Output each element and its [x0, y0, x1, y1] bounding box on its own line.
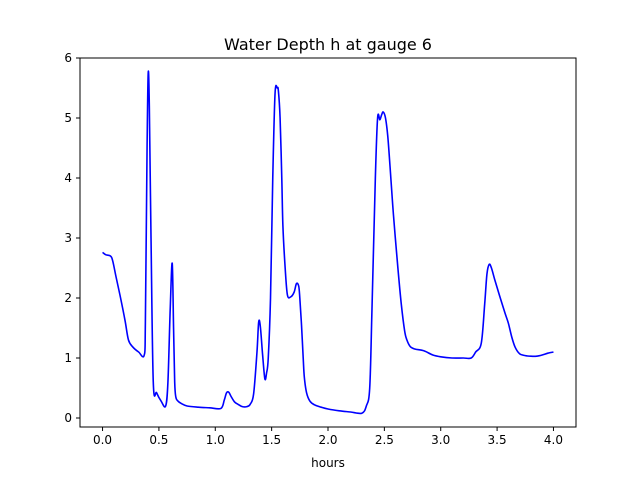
x-tick-label: 4.0: [544, 433, 563, 447]
y-axis: 0 1 2 3 4 5 6: [64, 51, 80, 425]
y-tick-label: 0: [64, 411, 72, 425]
chart-title: Water Depth h at gauge 6: [224, 35, 432, 54]
x-tick-label: 2.5: [375, 433, 394, 447]
x-tick-label: 2.0: [318, 433, 337, 447]
x-tick-label: 1.5: [262, 433, 281, 447]
x-tick-label: 1.0: [206, 433, 225, 447]
x-tick-label: 3.0: [431, 433, 450, 447]
y-tick-label: 4: [64, 171, 72, 185]
x-axis-label: hours: [311, 456, 345, 470]
y-tick-label: 1: [64, 351, 72, 365]
x-axis: 0.0 0.5 1.0 1.5 2.0 2.5 3.0 3.5 4.0: [93, 427, 563, 447]
y-tick-label: 2: [64, 291, 72, 305]
x-tick-label: 0.0: [93, 433, 112, 447]
y-tick-label: 5: [64, 111, 72, 125]
x-tick-label: 3.5: [488, 433, 507, 447]
series-layer: [102, 70, 554, 415]
series-line: [102, 70, 554, 415]
x-tick-label: 0.5: [149, 433, 168, 447]
y-tick-label: 3: [64, 231, 72, 245]
plot-area: [79, 57, 577, 428]
y-tick-label: 6: [64, 51, 72, 65]
